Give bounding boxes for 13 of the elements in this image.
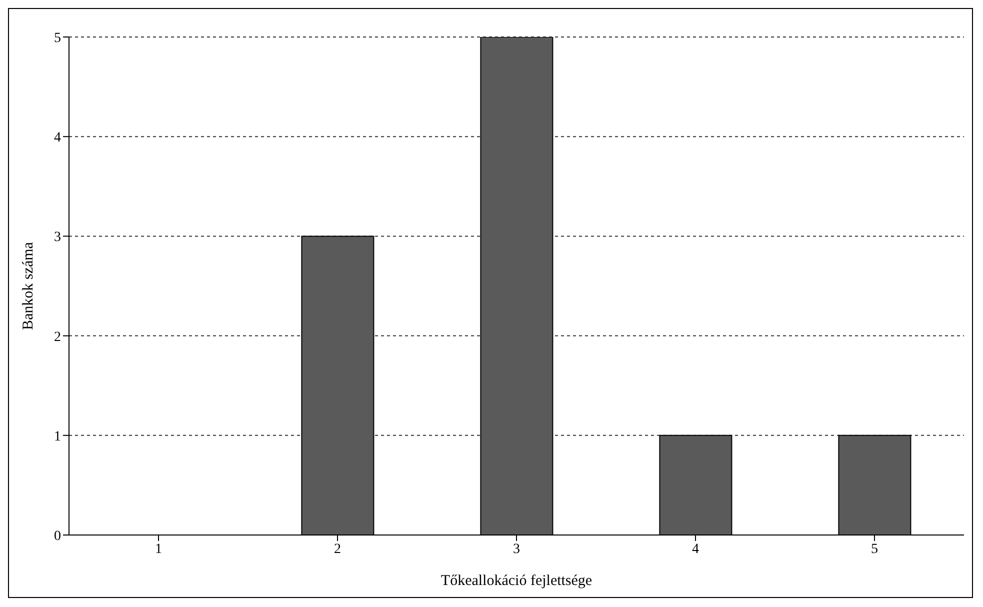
y-tick-label: 3 bbox=[54, 230, 61, 246]
y-tick-label: 4 bbox=[54, 130, 61, 146]
x-tick-label: 3 bbox=[513, 542, 520, 557]
x-tick-label: 4 bbox=[692, 542, 699, 557]
x-tick-label: 1 bbox=[155, 542, 162, 557]
x-tick-label: 5 bbox=[871, 542, 878, 557]
y-tick-label: 1 bbox=[54, 429, 61, 444]
y-tick-label: 5 bbox=[54, 30, 61, 46]
y-axis-title: Bankok száma bbox=[20, 242, 36, 330]
x-axis-title: Tőkeallokáció fejlettsége bbox=[440, 573, 592, 589]
y-tick-label: 2 bbox=[54, 330, 61, 345]
y-tick-label: 0 bbox=[54, 528, 61, 544]
x-tick-label: 2 bbox=[334, 542, 341, 557]
